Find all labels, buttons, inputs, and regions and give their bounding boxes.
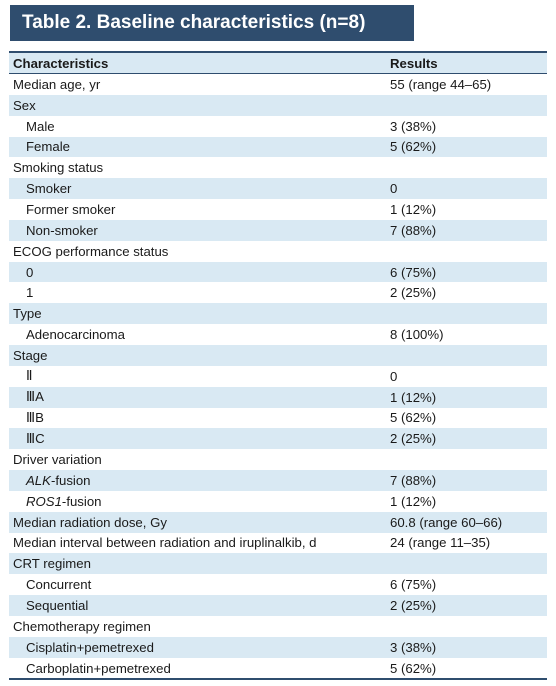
row-value: 5 (62%): [390, 660, 437, 676]
row-label: Smoker: [26, 181, 72, 197]
table-bottom-rule: [9, 678, 547, 681]
row-label: Carboplatin+pemetrexed: [26, 660, 171, 676]
label-suffix: -fusion: [50, 472, 91, 488]
table-row: Carboplatin+pemetrexed 5 (62%): [9, 658, 547, 679]
row-label: Adenocarcinoma: [26, 327, 125, 343]
row-label: Driver variation: [13, 452, 102, 468]
table-row: Female 5 (62%): [9, 136, 547, 158]
table-row: Smoker 0: [9, 178, 547, 200]
table-row: ECOG performance status: [9, 241, 547, 262]
table-row: 1 2 (25%): [9, 282, 547, 303]
table-row: ALK-fusion 7 (88%): [9, 470, 547, 491]
row-label: 0: [26, 264, 34, 280]
table-row: ⅢB 5 (62%): [9, 408, 547, 429]
gene-name: ALK: [26, 472, 51, 488]
row-value: 0: [390, 368, 398, 384]
row-label: Female: [26, 139, 70, 155]
row-label: ALK-fusion: [9, 473, 386, 488]
table-row: Type: [9, 303, 547, 325]
row-label: Stage: [13, 347, 48, 363]
table-row: Sex: [9, 94, 547, 116]
baseline-table: Characteristics Results Median age, yr 55…: [9, 51, 547, 681]
row-label: ECOG performance status: [13, 243, 169, 259]
table-row: Smoking status: [9, 157, 547, 178]
table-row: ROS1-fusion 1 (12%): [9, 491, 547, 512]
row-label: Smoking status: [13, 160, 104, 176]
table-row: Former smoker 1 (12%): [9, 199, 547, 220]
row-value: 3 (38%): [390, 639, 437, 655]
row-value: 2 (25%): [390, 598, 437, 614]
table-row: 0 6 (75%): [9, 261, 547, 283]
row-label: Sex: [13, 97, 36, 113]
label-suffix: -fusion: [61, 493, 102, 509]
row-value: 6 (75%): [390, 264, 437, 280]
table-header-row: Characteristics Results: [9, 53, 547, 74]
row-label: Median interval between radiation and ir…: [13, 535, 317, 551]
row-label: ⅢB: [26, 409, 44, 425]
row-label: 1: [26, 285, 34, 301]
row-value: 8 (100%): [390, 327, 444, 343]
row-label: Cisplatin+pemetrexed: [26, 639, 154, 655]
table-row: Cisplatin+pemetrexed 3 (38%): [9, 636, 547, 658]
row-value: 3 (38%): [390, 118, 437, 134]
row-value: 6 (75%): [390, 577, 437, 593]
row-label: ROS1-fusion: [9, 494, 386, 509]
row-value: 7 (88%): [390, 222, 437, 238]
table-row: ⅢA 1 (12%): [9, 386, 547, 408]
row-value: 1 (12%): [390, 493, 437, 509]
row-label: Non-smoker: [26, 222, 98, 238]
row-value: 2 (25%): [390, 431, 437, 447]
table-body: Median age, yr 55 (range 44–65) Sex Male 3 (…: [9, 74, 547, 678]
row-label: ⅢC: [26, 430, 45, 446]
row-label: ⅢA: [26, 389, 44, 405]
table-top-rule: [9, 51, 547, 53]
table-row: CRT regimen: [9, 553, 547, 575]
row-value: 24 (range 11–35): [390, 535, 491, 551]
table-row: Median radiation dose, Gy 60.8 (range 60–…: [9, 511, 547, 533]
row-label: Sequential: [26, 598, 89, 614]
table-row: ⅢC 2 (25%): [9, 428, 547, 450]
table-row: Chemotherapy regimen: [9, 616, 547, 637]
row-label: Former smoker: [26, 201, 116, 217]
table-row: Median interval between radiation and ir…: [9, 533, 547, 554]
row-value: 55 (range 44–65): [390, 76, 492, 92]
table-row: Median age, yr 55 (range 44–65): [9, 74, 547, 95]
table-row: Male 3 (38%): [9, 116, 547, 137]
row-value: 5 (62%): [390, 410, 437, 426]
table-row: Driver variation: [9, 449, 547, 470]
row-value: 1 (12%): [390, 201, 437, 217]
column-header-results: Results: [390, 55, 438, 71]
table-row: Stage: [9, 344, 547, 366]
table-row: Sequential 2 (25%): [9, 595, 547, 616]
row-label: Median age, yr: [13, 76, 101, 92]
row-label: Median radiation dose, Gy: [13, 514, 167, 530]
column-header-characteristics: Characteristics: [13, 55, 109, 71]
table-row: Concurrent 6 (75%): [9, 574, 547, 595]
row-label: Type: [13, 306, 42, 322]
row-value: 5 (62%): [390, 139, 437, 155]
row-value: 7 (88%): [390, 472, 437, 488]
row-value: 0: [390, 181, 398, 197]
row-label: Male: [26, 118, 55, 134]
row-value: 2 (25%): [390, 285, 437, 301]
table-row: Non-smoker 7 (88%): [9, 219, 547, 241]
row-value: 1 (12%): [390, 389, 437, 405]
table-title: Table 2. Baseline characteristics (n=8): [10, 5, 414, 41]
row-label: Ⅱ: [26, 368, 33, 384]
row-label: Concurrent: [26, 577, 92, 593]
row-value: 60.8 (range 60–66): [390, 514, 503, 530]
gene-name: ROS1: [26, 493, 62, 509]
row-label: Chemotherapy regimen: [13, 618, 151, 634]
table-row: Adenocarcinoma 8 (100%): [9, 324, 547, 345]
row-label: CRT regimen: [13, 556, 91, 572]
